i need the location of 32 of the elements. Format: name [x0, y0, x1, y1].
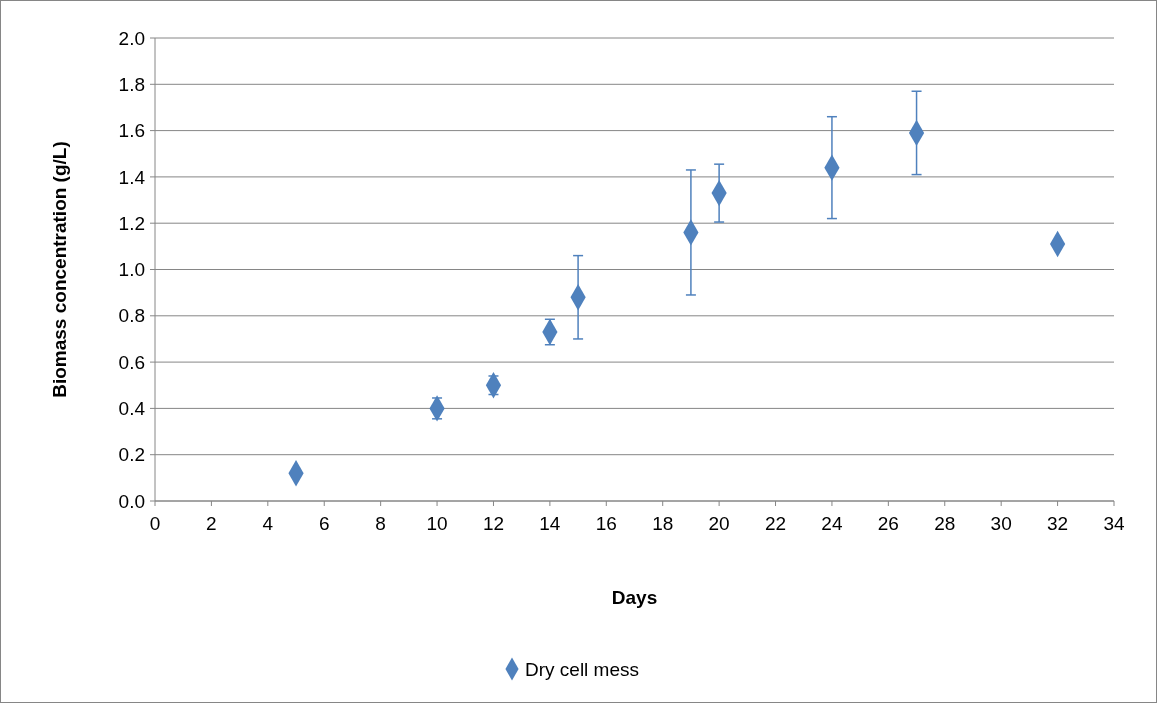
y-tick-label: 0.4: [118, 398, 146, 420]
y-tick-label: 0.0: [118, 490, 145, 512]
y-tick-label: 1.8: [118, 73, 145, 95]
x-tick-label: 0: [149, 513, 161, 534]
x-tick-label: 16: [595, 513, 617, 534]
y-tick-label: 1.4: [118, 166, 146, 188]
y-axis-title: Biomass concentration (g/L): [49, 141, 70, 398]
legend-label: Dry cell mess: [525, 658, 640, 680]
x-tick-label: 22: [764, 513, 787, 534]
y-tick-label: 2.0: [118, 27, 145, 49]
y-tick-label: 0.6: [118, 351, 145, 373]
y-tick-label: 1.2: [118, 212, 145, 234]
x-tick-label: 32: [1047, 513, 1069, 534]
x-tick-label: 28: [934, 513, 956, 534]
x-tick-label: 8: [375, 513, 386, 534]
x-tick-label: 10: [426, 513, 448, 534]
y-tick-label: 1.6: [118, 120, 145, 142]
x-tick-label: 34: [1103, 513, 1125, 534]
x-tick-label: 20: [708, 513, 730, 534]
x-tick-label: 18: [652, 513, 674, 534]
x-tick-label: 12: [482, 513, 505, 534]
x-tick-label: 6: [318, 513, 330, 534]
x-tick-label: 14: [539, 513, 561, 534]
x-axis-title: Days: [611, 587, 658, 608]
x-tick-label: 30: [990, 513, 1012, 534]
x-tick-label: 2: [206, 513, 217, 534]
y-tick-label: 1.0: [118, 259, 145, 281]
x-tick-label: 26: [877, 513, 899, 534]
y-tick-label: 0.8: [118, 305, 145, 327]
x-tick-label: 4: [262, 513, 274, 534]
x-tick-label: 24: [821, 513, 843, 534]
y-tick-label: 0.2: [118, 444, 145, 466]
